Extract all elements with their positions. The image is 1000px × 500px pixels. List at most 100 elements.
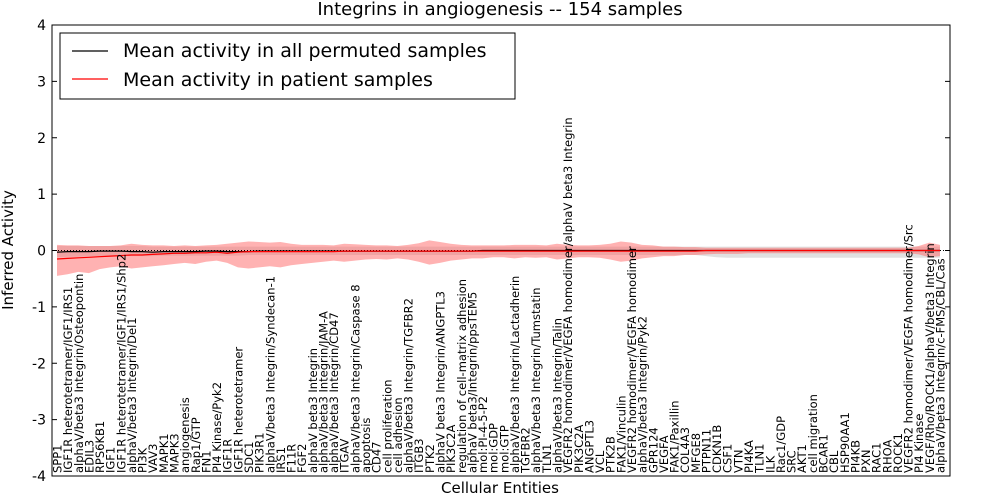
x-tick-label: TLN1	[753, 444, 767, 474]
y-tick-label: -3	[32, 413, 46, 429]
x-tick-label: FGF2	[295, 444, 309, 473]
x-tick-label: VEGFA	[657, 435, 671, 473]
x-tick-label: VTN	[731, 450, 745, 474]
x-tick-label: VEGF/Rho/ROCK1/alphaV/beta3 Integrin	[923, 243, 937, 473]
x-tick-label: FAK1/Paxillin	[668, 400, 682, 473]
y-tick-label: 2	[37, 131, 46, 147]
x-tick-label: VCL	[593, 450, 607, 473]
x-tick-label: alphaV/beta3 Integrin/Syndecan-1	[263, 276, 277, 473]
x-tick-label: cell migration	[806, 394, 820, 473]
x-tick-label: SPP1	[51, 445, 65, 474]
x-tick-label: IGF1R heterotetramer/IGF1/IRS1	[61, 287, 75, 473]
x-tick-label: alphaV/beta3 Integrin/CD47	[327, 312, 341, 473]
x-tick-label: alphaV beta3/Integrin/ppsTEM5	[465, 292, 479, 473]
x-tick-label: alphaV/beta3 Integrin/Tumstatin	[529, 287, 543, 472]
x-tick-label: mol:GDP	[487, 423, 501, 473]
y-tick-label: -4	[32, 469, 46, 485]
x-tick-label: regulation of cell-matrix adhesion	[455, 279, 469, 473]
x-tick-label: alphaV/beta3 Integrin/TGFBR2	[402, 298, 416, 473]
x-tick-label: ITGAV	[338, 439, 352, 473]
x-tick-label: PI4KB	[848, 440, 862, 473]
x-tick-label: alphaV/beta3 Integrin/Lactadherin	[508, 276, 522, 473]
x-tick-label: VEGFR2 homodimer/VEGFA homodimer	[625, 246, 639, 473]
x-tick-label: GPR124	[646, 427, 660, 473]
x-tick-label: PI4 Kinase/Pyk2	[210, 382, 224, 473]
x-tick-label: CSF1	[721, 444, 735, 473]
x-tick-label: alphaV/beta3 Integrin/Pyk2	[636, 316, 650, 473]
x-tick-label: mol:GTP	[497, 425, 511, 473]
y-tick-label: 3	[37, 74, 46, 90]
x-tick-label: alphaV beta3 Integrin/ANGPTL3	[434, 291, 448, 473]
x-tick-label: PI3K	[136, 447, 150, 473]
confidence-bands	[57, 240, 940, 276]
x-tick-label: cell adhesion	[391, 397, 405, 473]
y-tick-label: -1	[32, 300, 46, 316]
series-lines	[56, 249, 940, 260]
x-tick-label: MFGE8	[689, 433, 703, 473]
x-tick-label: ANGPTL3	[582, 420, 596, 473]
x-tick-label: EDIL3	[82, 440, 96, 473]
x-tick-label: alphaV/beta3 Integrin/Osteopontin	[72, 274, 86, 473]
x-tick-label: ILK	[763, 455, 777, 473]
x-tick-label: alphaV/beta3 Integrin/Talin	[551, 318, 565, 473]
x-tick-label: FAK1/Vinculin	[614, 395, 628, 473]
y-tick-label: 0	[37, 244, 46, 260]
band-series-1	[57, 240, 940, 276]
x-tick-label: alphaV/beta3 Integrin/Del1	[125, 317, 139, 473]
x-tick-label: cell proliferation	[380, 379, 394, 473]
x-tick-label: PXN	[859, 450, 873, 473]
legend-box	[59, 32, 516, 100]
plot-frame	[51, 24, 951, 477]
x-tick-label: alphaV/beta3 Integrin/Caspase 8	[348, 284, 362, 473]
x-tick-label: COL4A3	[678, 427, 692, 473]
x-tick-label: MAPK1	[157, 433, 171, 473]
x-tick-label: apoptosis	[359, 418, 373, 473]
x-tick-label: PTK2	[423, 444, 437, 473]
chart-title: Integrins in angiogenesis -- 154 samples	[317, 0, 682, 20]
x-tick-label: ITGB3	[412, 438, 426, 473]
x-tick-label: VAV3	[146, 443, 160, 472]
x-tick-label: CBL	[827, 450, 841, 473]
x-tick-label: PI4 Kinase	[912, 414, 926, 473]
x-tick-label: VEGFR2 homodimer/VEGFA homodimer/Src	[902, 224, 916, 473]
x-tick-label: alphaV/beta3 Integrin/JAM-A	[317, 311, 331, 473]
legend-label-permuted: Mean activity in all permuted samples	[123, 40, 486, 62]
x-tick-label: RHOA	[880, 440, 894, 473]
x-tick-label: SRC	[785, 450, 799, 473]
x-tick-label: F11R	[285, 444, 299, 473]
x-tick-label: RAC1	[870, 442, 884, 473]
y-axis-label: Inferred Activity	[0, 190, 17, 310]
x-tick-label: IGF1R	[221, 439, 235, 473]
y-tick-label: -2	[32, 356, 46, 372]
x-tick-label: alphaV beta3 Integrin	[306, 348, 320, 473]
x-tick-label: VEGFR2 homodimer/VEGFA homodimer/alphaV …	[561, 117, 575, 473]
y-tick-label: 1	[37, 187, 46, 203]
legend-label-patient: Mean activity in patient samples	[123, 69, 433, 91]
x-tick-label: Rap1/GTP	[189, 417, 203, 473]
x-tick-label: PIK3C2A	[572, 424, 586, 473]
x-tick-label: IGF1	[104, 447, 118, 473]
legend: Mean activity in all permuted samples Me…	[59, 32, 516, 100]
x-tick-label: PTK2B	[604, 436, 618, 473]
x-tick-label: PTPN11	[700, 429, 714, 473]
x-tick-label: Rac1/GDP	[774, 416, 788, 473]
x-tick-label: RPS6KB1	[93, 421, 107, 473]
x-tick-label: PI4KA	[742, 440, 756, 473]
x-tick-label: TGFBR2	[519, 427, 533, 474]
y-tick-label: 4	[37, 18, 46, 34]
x-tick-label: BCAR1	[817, 434, 831, 473]
x-tick-label: IRS1	[274, 447, 288, 473]
x-tick-label: alphaV/beta3 Integrin/c-FMS/CBL/Cas	[934, 258, 948, 473]
x-tick-label: FN1	[199, 450, 213, 473]
x-tick-label: CDKN1B	[710, 425, 724, 473]
x-tick-label: ROCK1	[891, 433, 905, 473]
x-tick-label: PIK3R1	[253, 432, 267, 473]
x-tick-label: HSP90AA1	[838, 412, 852, 473]
x-axis-label: Cellular Entities	[441, 479, 559, 497]
x-tick-label: mol:PI-4-5-P2	[476, 396, 490, 473]
x-tick-label: MAPK3	[168, 433, 182, 473]
x-tick-label: TLN1	[540, 444, 554, 474]
x-tick-label: IGF1R heterotetramer	[231, 347, 245, 473]
